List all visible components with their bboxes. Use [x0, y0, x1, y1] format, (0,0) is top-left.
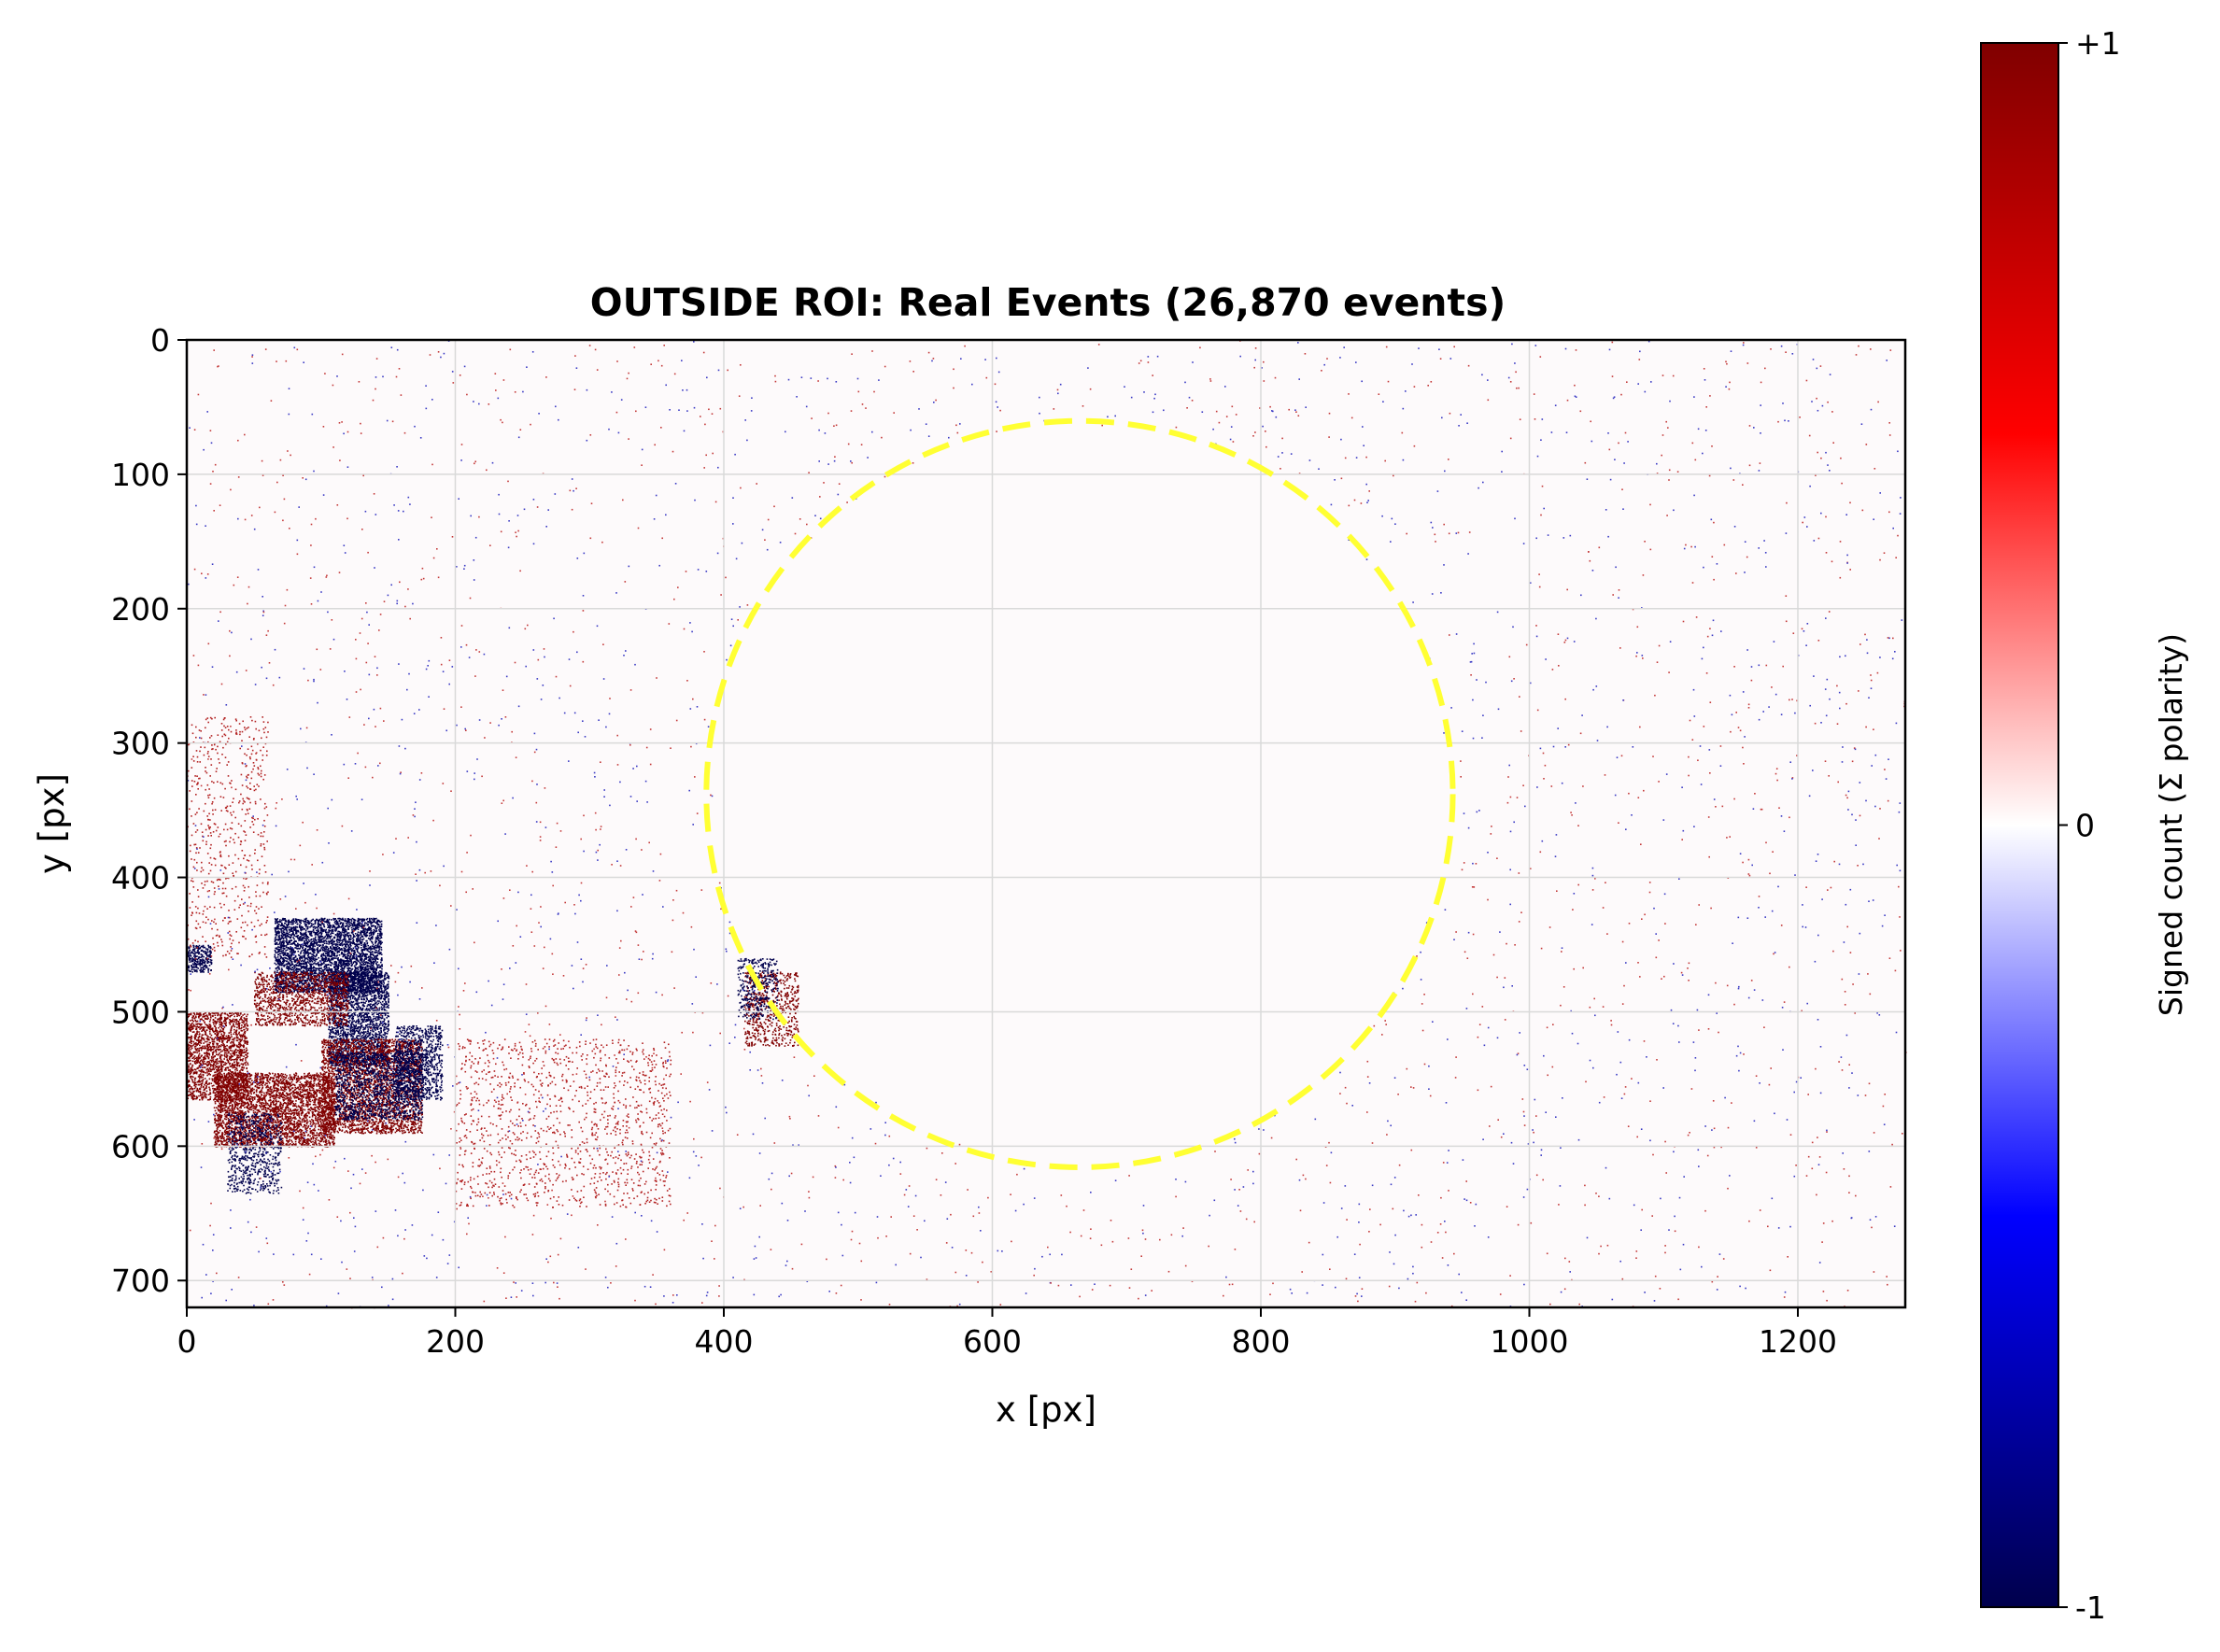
y-tick-label: 600: [111, 1128, 170, 1165]
colorbar-tick-label: -1: [2075, 1589, 2106, 1626]
x-tick-label: 0: [177, 1323, 197, 1360]
x-tick-label: 800: [1232, 1323, 1291, 1360]
x-tick-label: 1000: [1491, 1323, 1569, 1360]
plot-background: [187, 340, 1905, 1307]
plot-area: [187, 340, 1907, 1308]
colorbar-gradient: [1981, 43, 2058, 1607]
y-tick-label: 100: [111, 457, 170, 493]
colorbar-label: Signed count (Σ polarity): [2153, 633, 2189, 1016]
y-tick-label: 700: [111, 1263, 170, 1299]
y-tick-label: 200: [111, 591, 170, 628]
colorbar-tick-label: 0: [2075, 808, 2095, 844]
x-tick-label: 400: [695, 1323, 754, 1360]
colorbar-tick-label: +1: [2075, 25, 2121, 62]
y-tick-label: 400: [111, 860, 170, 897]
y-tick-label: 0: [150, 322, 170, 359]
y-axis-label: y [px]: [32, 773, 72, 874]
x-tick-label: 200: [426, 1323, 485, 1360]
y-tick-label: 300: [111, 726, 170, 762]
y-tick-label: 500: [111, 994, 170, 1030]
chart-title: OUTSIDE ROI: Real Events (26,870 events): [590, 280, 1506, 325]
x-tick-label: 1200: [1759, 1323, 1837, 1360]
x-axis-label: x [px]: [996, 1390, 1096, 1430]
x-tick-label: 600: [963, 1323, 1022, 1360]
